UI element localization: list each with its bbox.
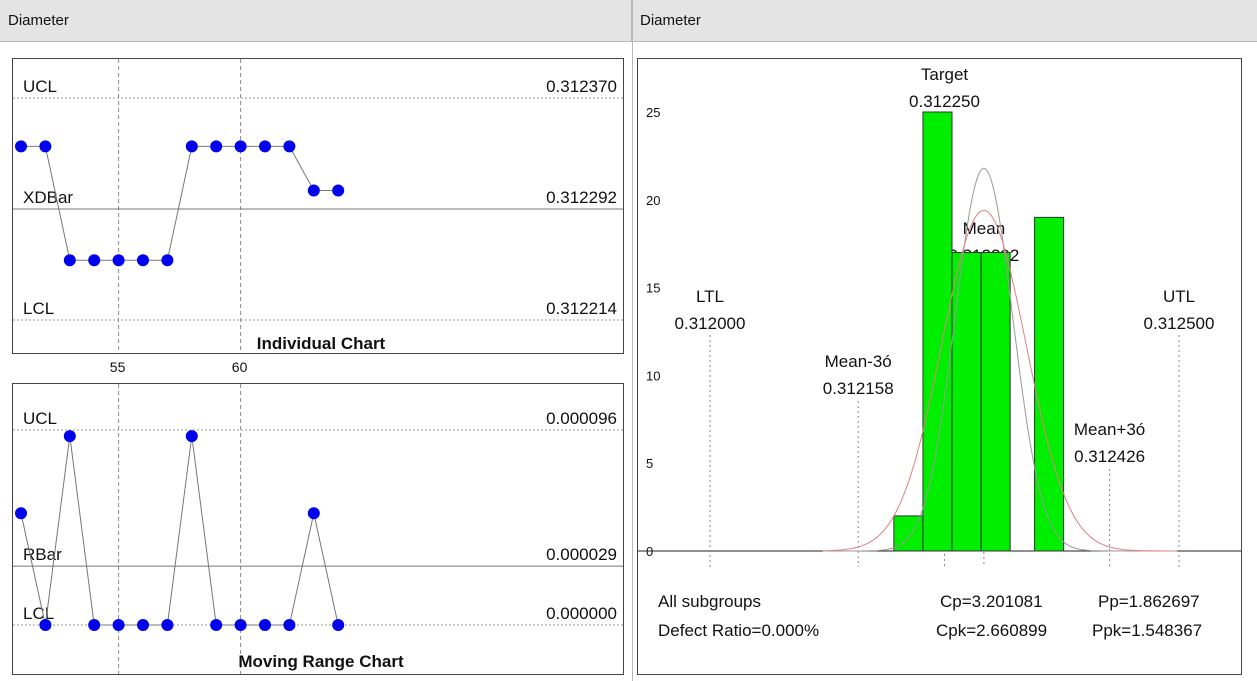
marker-label-ltl: LTL xyxy=(696,287,724,306)
chart-title: Individual Chart xyxy=(257,334,386,353)
left-pane-title: Diameter xyxy=(0,0,632,42)
marker-label-mean-3-: Mean-3ó xyxy=(825,352,892,371)
limit-label-lcl: LCL xyxy=(23,299,54,318)
stat-defect-ratio: Defect Ratio=0.000% xyxy=(658,621,819,640)
stat-ppk: Ppk=1.548367 xyxy=(1092,621,1202,640)
data-point-52 xyxy=(39,619,51,631)
limit-label-xdbar: XDBar xyxy=(23,188,73,207)
data-point-64 xyxy=(332,619,344,631)
x-tick-label-55: 55 xyxy=(110,359,126,375)
data-point-59 xyxy=(210,619,222,631)
data-point-61 xyxy=(259,619,271,631)
data-point-58 xyxy=(186,140,198,152)
limit-value-xdbar: 0.312292 xyxy=(546,188,617,207)
data-point-64 xyxy=(332,185,344,197)
x-tick-label-60: 60 xyxy=(232,359,248,375)
limit-value-lcl: 0.000000 xyxy=(546,604,617,623)
data-point-60 xyxy=(235,619,247,631)
data-point-61 xyxy=(259,140,271,152)
y-tick-label-10: 10 xyxy=(646,368,660,383)
stat-all-subgroups: All subgroups xyxy=(658,592,761,611)
data-point-63 xyxy=(308,507,320,519)
y-tick-label-25: 25 xyxy=(646,105,660,120)
data-point-58 xyxy=(186,430,198,442)
limit-value-rbar: 0.000029 xyxy=(546,545,617,564)
y-tick-label-15: 15 xyxy=(646,281,660,296)
marker-value-utl: 0.312500 xyxy=(1144,314,1215,333)
marker-value-target: 0.312250 xyxy=(909,92,980,111)
marker-value-mean-3-: 0.312158 xyxy=(823,379,894,398)
moving-range-chart-panel: UCL 0.000096 RBar 0.000029 LCL 0.000000 Moving… xyxy=(12,383,624,675)
marker-label-mean: Mean xyxy=(963,219,1006,238)
marker-label-utl: UTL xyxy=(1163,287,1195,306)
marker-label-target: Target xyxy=(921,65,969,84)
marker-label-mean-3-: Mean+3ó xyxy=(1074,420,1145,439)
histogram-bar-2 xyxy=(923,112,952,551)
data-point-56 xyxy=(137,254,149,266)
limit-label-lcl: LCL xyxy=(23,604,54,623)
limit-value-ucl: 0.312370 xyxy=(546,77,617,96)
individual-chart: UCL 0.312370 XDBar 0.312292 LCL 0.312214 Indiv… xyxy=(13,59,623,353)
limit-value-lcl: 0.312214 xyxy=(546,299,617,318)
data-point-54 xyxy=(88,619,100,631)
data-point-53 xyxy=(64,430,76,442)
data-point-54 xyxy=(88,254,100,266)
y-tick-label-5: 5 xyxy=(646,456,653,471)
data-point-62 xyxy=(283,619,295,631)
data-point-62 xyxy=(283,140,295,152)
data-point-51 xyxy=(15,507,27,519)
stat-pp: Pp=1.862697 xyxy=(1098,592,1200,611)
data-point-55 xyxy=(113,619,125,631)
pane-divider[interactable] xyxy=(632,0,633,681)
individual-chart-panel: UCL 0.312370 XDBar 0.312292 LCL 0.312214 Indiv… xyxy=(12,58,624,354)
histogram-bar-5 xyxy=(1035,217,1064,551)
data-point-56 xyxy=(137,619,149,631)
marker-value-ltl: 0.312000 xyxy=(675,314,746,333)
data-point-59 xyxy=(210,140,222,152)
right-pane-title: Diameter xyxy=(632,0,1257,42)
y-tick-label-20: 20 xyxy=(646,193,660,208)
series-line xyxy=(21,436,338,625)
data-point-57 xyxy=(161,619,173,631)
stat-cpk: Cpk=2.660899 xyxy=(936,621,1047,640)
data-point-63 xyxy=(308,185,320,197)
x-axis-ticks: 55 60 xyxy=(12,354,624,382)
histogram-bar-4 xyxy=(981,252,1010,551)
chart-title: Moving Range Chart xyxy=(238,652,404,671)
stat-cp: Cp=3.201081 xyxy=(940,592,1043,611)
data-point-60 xyxy=(235,140,247,152)
limit-label-ucl: UCL xyxy=(23,409,57,428)
data-point-52 xyxy=(39,140,51,152)
histogram-bar-3 xyxy=(952,252,981,551)
data-point-55 xyxy=(113,254,125,266)
limit-value-ucl: 0.000096 xyxy=(546,409,617,428)
marker-value-mean-3-: 0.312426 xyxy=(1074,447,1145,466)
data-point-51 xyxy=(15,140,27,152)
data-point-57 xyxy=(161,254,173,266)
histogram-panel: 0510152025LTL0.312000Mean-3ó0.312158Targ… xyxy=(637,58,1242,675)
capability-histogram: 0510152025LTL0.312000Mean-3ó0.312158Targ… xyxy=(638,59,1241,674)
limit-label-ucl: UCL xyxy=(23,77,57,96)
data-point-53 xyxy=(64,254,76,266)
